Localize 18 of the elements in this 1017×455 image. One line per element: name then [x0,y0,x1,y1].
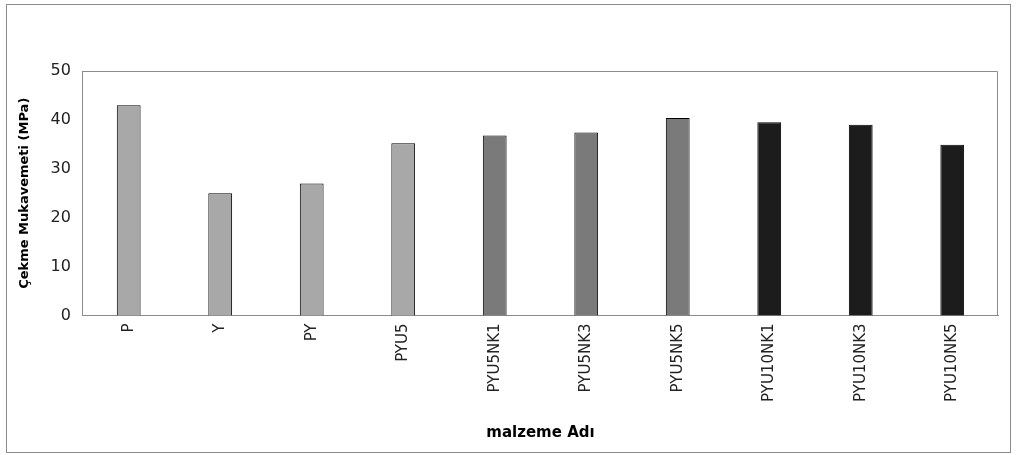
x-tick-label: PYU10NK1 [759,323,778,402]
x-tick-label: PYU5NK3 [576,323,595,393]
x-tick-label: PYU5 [393,323,412,362]
x-tick-label: PYU5NK5 [667,323,686,393]
x-tick-label: PYU10NK3 [850,323,869,402]
y-tick-label: 20 [50,206,71,226]
y-tick-label: 30 [50,157,71,177]
x-tick-label: PY [301,322,320,342]
y-tick-label: 50 [50,60,71,80]
x-tick-label: Y [210,322,229,334]
x-tick-label: PYU5NK1 [484,323,503,393]
y-tick-label: 0 [60,304,71,324]
y-tick-label: 10 [50,255,71,275]
y-axis-title: Çekme Mukavemeti (MPa) [16,97,32,289]
x-tick-label: PYU10NK5 [942,323,961,402]
x-tick-label: P [118,323,137,333]
x-axis-title: malzeme Adı [486,422,595,441]
y-tick-label: 40 [50,109,71,129]
